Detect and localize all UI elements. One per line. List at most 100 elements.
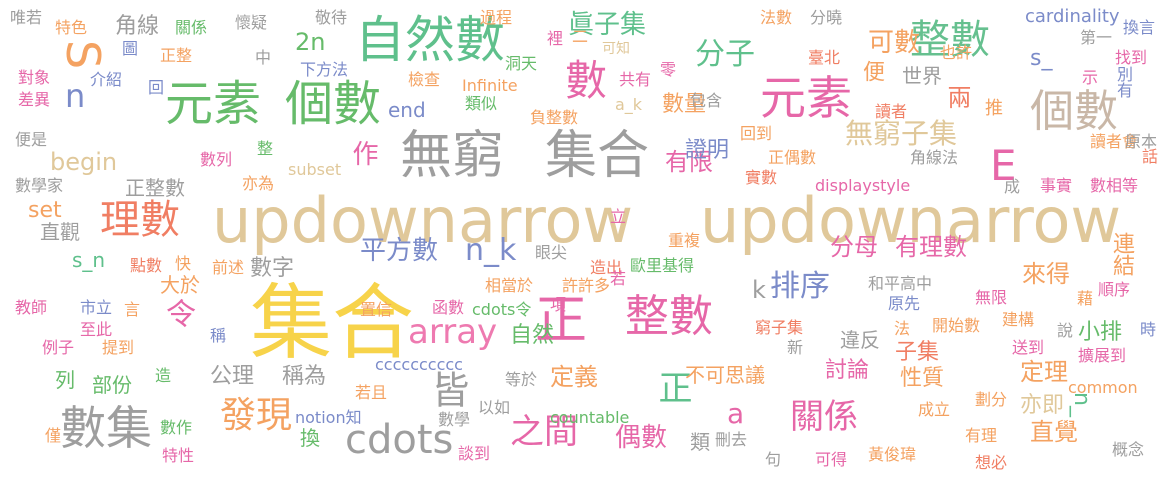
cloud-word: 洞天 <box>505 54 538 73</box>
cloud-word: 類似 <box>465 94 498 113</box>
cloud-word: 概念 <box>1112 440 1145 459</box>
cloud-word: 偶數 <box>615 423 668 453</box>
cloud-word: 子集 <box>895 340 940 365</box>
cloud-word: 自然 <box>510 323 555 348</box>
cloud-word: 正 <box>535 291 588 351</box>
cloud-word: cdots <box>345 417 454 463</box>
cloud-word: 理數 <box>100 197 180 243</box>
cloud-word: 來得 <box>1022 260 1070 288</box>
cloud-word: 個數 <box>285 76 382 132</box>
cloud-word: 若 <box>607 270 626 286</box>
cloud-word: 類 <box>690 430 710 454</box>
cloud-word: 劃分 <box>975 390 1008 409</box>
cloud-word: 分曉 <box>810 8 843 27</box>
cloud-word: s_ <box>1030 46 1053 71</box>
cloud-word: 正整數 <box>125 176 185 200</box>
cloud-word: n_k <box>465 233 517 268</box>
cloud-word: 建構 <box>1002 310 1035 329</box>
cloud-word: 2n <box>295 28 326 56</box>
cloud-word: 特性 <box>162 446 195 465</box>
cloud-word: 成 <box>1001 178 1020 194</box>
cloud-word: 兩 <box>943 85 971 109</box>
cloud-word: 換 <box>300 426 320 450</box>
cloud-word: 發現 <box>220 395 293 436</box>
cloud-word: 說 <box>1054 322 1073 338</box>
cloud-word: 眼尖 <box>535 243 568 262</box>
cloud-word: S <box>56 40 110 70</box>
cloud-word: 讀者會 <box>1090 132 1139 151</box>
cloud-word: 原先 <box>888 294 921 313</box>
cloud-word: 時 <box>1140 320 1157 339</box>
cloud-word: 無限 <box>975 288 1008 307</box>
cloud-word: 刪去 <box>715 430 748 449</box>
cloud-word: 包含 <box>690 91 723 110</box>
cloud-word: 敬待 <box>315 8 348 27</box>
cloud-word: 便是 <box>15 130 48 149</box>
cloud-word: 分子 <box>695 37 755 72</box>
cloud-word: 可知 <box>602 41 630 57</box>
cloud-word: 皆 <box>425 370 469 408</box>
cloud-word: 窮子集 <box>755 318 804 337</box>
cloud-word: 快 <box>172 255 191 271</box>
cloud-word: 圖 <box>119 40 138 56</box>
cloud-word: 找到 <box>1115 48 1148 67</box>
cloud-word: 數量 <box>662 92 707 117</box>
cloud-word: cccccccccc <box>375 355 463 374</box>
cloud-word: 原本 <box>1125 132 1158 151</box>
cloud-word: 數列 <box>200 150 233 169</box>
cloud-word: k <box>752 276 766 304</box>
cloud-word: 數集 <box>60 401 152 455</box>
cloud-word: 性質 <box>900 366 945 391</box>
cloud-word: 之間 <box>510 412 578 452</box>
cloud-word: 數相等 <box>1090 176 1139 195</box>
cloud-word: 實數 <box>745 168 778 187</box>
cloud-word: 推 <box>985 98 1003 119</box>
cloud-word: 等於 <box>505 370 538 389</box>
cloud-word: 定義 <box>550 363 598 391</box>
cloud-word: 數作 <box>160 418 193 437</box>
cloud-word: 對象 <box>18 68 51 87</box>
cloud-word: 讀者 <box>875 102 908 121</box>
cloud-word: 大於 <box>160 273 200 297</box>
cloud-word: 擴展到 <box>1078 346 1127 365</box>
cloud-word: 有限 <box>665 148 713 176</box>
cloud-word: 立 <box>607 208 626 224</box>
cloud-word: 集合 <box>545 126 650 186</box>
cloud-word: array <box>408 312 498 352</box>
cloud-word: 市立 <box>80 298 113 317</box>
cloud-word: Infinite <box>462 76 518 95</box>
cloud-word: 點數 <box>130 256 163 275</box>
cloud-word: 可數 <box>868 28 921 58</box>
cloud-word: 違反 <box>840 328 880 352</box>
cloud-word: 零 <box>660 60 677 79</box>
cloud-word: 眞子集 <box>568 10 647 40</box>
cloud-word: 介紹 <box>90 70 123 89</box>
cloud-word: 正 <box>652 370 692 404</box>
cloud-word: 分母 <box>830 233 878 261</box>
cloud-word: 提到 <box>102 338 135 357</box>
cloud-word: 中 <box>255 48 272 67</box>
cloud-word: 連結 <box>1109 232 1134 276</box>
cloud-word: begin <box>50 148 118 176</box>
cloud-word: n <box>65 77 86 115</box>
cloud-word: 話 <box>1139 148 1158 164</box>
cloud-word: s_n <box>72 248 106 272</box>
cloud-word: 過程 <box>480 8 513 27</box>
cloud-word: 令 <box>160 298 195 328</box>
cloud-word: 部份 <box>92 373 132 397</box>
cloud-word: a_k <box>615 95 643 114</box>
cloud-word: 別有 <box>1114 66 1133 98</box>
cloud-word: set <box>28 198 62 223</box>
cloud-word: 元素 <box>760 71 852 125</box>
cloud-word: 藉 <box>1074 290 1093 306</box>
cloud-word: 元素 <box>165 76 262 132</box>
cloud-word: 亦即 <box>1020 393 1065 418</box>
cloud-word: 檢查 <box>408 70 441 89</box>
cloud-word: cdots令 <box>472 300 532 319</box>
cloud-word: 裡 <box>544 30 563 46</box>
cloud-word: 以如 <box>478 398 511 417</box>
cloud-word: 有理 <box>965 426 998 445</box>
cloud-word: 新 <box>787 338 804 357</box>
cloud-word: 平方數 <box>360 236 439 266</box>
cloud-word: 無窮 <box>400 126 505 186</box>
